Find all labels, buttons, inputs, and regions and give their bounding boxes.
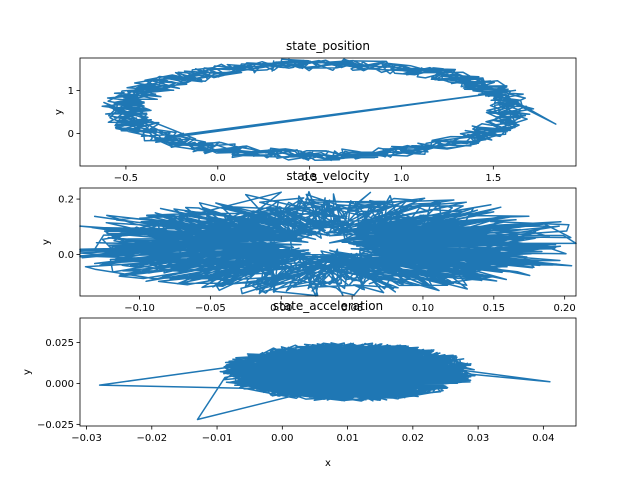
x-tick-label: −0.02: [136, 433, 167, 444]
subplot-state-velocity: −0.10 −0.05 0.00 0.05 0.10 0.15 0.20 0.0 0.2 stat…: [41, 169, 577, 314]
y-axis-label: y: [54, 109, 65, 115]
axes-frame: [79, 187, 577, 297]
y-axis-label: y: [41, 239, 52, 245]
x-tick-label: −0.5: [114, 173, 138, 184]
x-tick-label: 0.04: [532, 433, 554, 444]
y-tick-label: 0: [68, 129, 74, 140]
y-tick-label: 0.025: [45, 338, 74, 349]
x-tick-label: 0.00: [270, 303, 292, 314]
subplot-title: state_acceleration: [273, 299, 383, 313]
y-tick-label: 0.000: [45, 379, 74, 390]
series-line: [98, 342, 551, 421]
x-tick-label: 0.5: [302, 173, 318, 184]
x-tick-label: 0.20: [554, 303, 576, 314]
x-tick-label: 1.0: [394, 173, 410, 184]
y-tick-label: 1: [68, 86, 74, 97]
x-tick-label: 1.5: [485, 173, 501, 184]
x-tick-label: 0.15: [483, 303, 505, 314]
x-tick-label: −0.05: [195, 303, 226, 314]
x-tick-label: −0.10: [124, 303, 155, 314]
y-tick-label: 0.0: [58, 250, 74, 261]
x-tick-label: 0.10: [412, 303, 434, 314]
series-line: [101, 58, 557, 162]
x-tick-label: 0.0: [210, 173, 226, 184]
series-line: [79, 190, 577, 297]
axes-frame: [79, 57, 577, 167]
x-tick-label: 0.05: [341, 303, 363, 314]
subplot-title: state_velocity: [286, 169, 369, 183]
axes-frame: [79, 317, 577, 427]
subplot-title: state_position: [286, 39, 370, 53]
y-tick-label: −0.025: [37, 420, 74, 431]
y-tick-label: 0.2: [58, 195, 74, 206]
x-tick-label: −0.03: [71, 433, 102, 444]
x-tick-label: 0.00: [271, 433, 293, 444]
x-tick-label: 0.01: [336, 433, 358, 444]
y-axis-label: y: [22, 369, 33, 375]
x-tick-label: 0.03: [467, 433, 489, 444]
x-tick-label: −0.01: [202, 433, 233, 444]
x-axis-label: x: [325, 458, 331, 469]
subplot-state-acceleration: −0.03 −0.02 −0.01 0.00 0.01 0.02 0.03 0.04 −0.02…: [22, 299, 577, 469]
x-tick-label: 0.02: [402, 433, 424, 444]
